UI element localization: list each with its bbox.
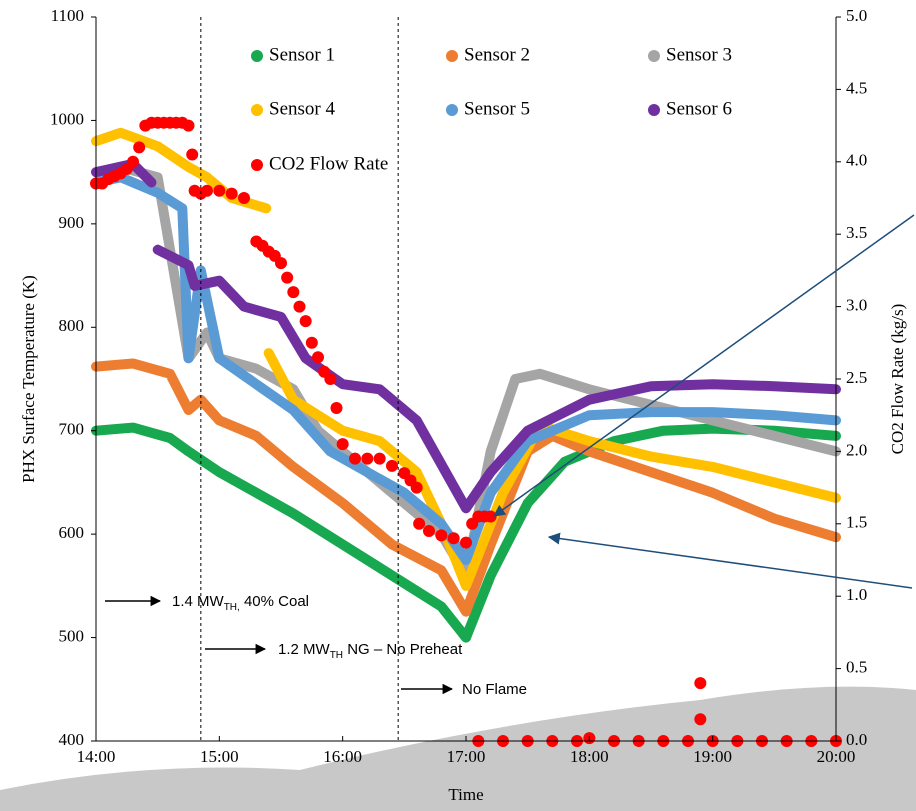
data-point [127,155,139,168]
legend-swatch [251,104,263,116]
x-tick-label: 17:00 [447,747,486,766]
y2-tick-label: 5.0 [846,6,867,25]
y-tick-label: 1000 [50,109,84,128]
data-point [275,257,287,270]
data-point [694,713,707,726]
data-point [201,184,213,197]
series-line [91,127,841,591]
x-tick-label: 19:00 [693,747,732,766]
y2-axis-label: CO2 Flow Rate (kg/s) [888,304,907,455]
data-point [373,452,386,465]
x-tick-label: 15:00 [200,747,239,766]
plot-area [90,116,842,747]
y-tick-label: 400 [59,730,85,749]
y-tick-label: 500 [59,626,85,645]
legend-swatch [446,104,458,116]
y2-tick-label: 3.0 [846,296,867,315]
y2-tick-label: 4.5 [846,78,867,97]
data-point [330,401,343,414]
y2-tick-label: 2.5 [846,368,867,387]
data-point [281,271,294,284]
y-axis-label: PHX Surface Temperature (K) [19,275,38,483]
legend-label: Sensor 6 [666,98,732,119]
data-point [361,452,374,465]
background-rock [0,686,916,811]
legend-swatch [251,159,263,171]
x-tick-label: 20:00 [817,747,856,766]
x-tick-label: 14:00 [77,747,116,766]
legend-swatch [446,50,458,62]
legend-label: Sensor 4 [269,98,335,119]
pointer-arrow [493,214,915,517]
y-tick-label: 800 [59,316,85,335]
data-point [435,529,448,542]
data-point [213,184,226,197]
data-point [447,532,460,545]
annotation: No Flame [462,681,527,698]
data-point [386,459,398,472]
y-tick-label: 1100 [51,6,84,25]
data-point [460,536,472,549]
legend-swatch [251,50,263,62]
data-point [336,438,349,451]
y2-tick-label: 0.5 [846,658,867,677]
annotation: 1.4 MWTH, 40% Coal [172,593,309,613]
pointer-arrow [547,532,913,589]
y2-tick-label: 3.5 [846,223,867,242]
legend-swatch [648,104,660,116]
y-tick-label: 700 [59,420,85,439]
y2-tick-label: 0.0 [846,730,867,749]
x-tick-label: 18:00 [570,747,609,766]
x-axis-label: Time [448,785,483,804]
data-point [410,481,423,494]
legend-label: Sensor 1 [269,44,335,65]
y2-tick-label: 4.0 [846,151,867,170]
annotation: 1.2 MWTH NG – No Preheat [278,641,463,661]
data-point [312,351,324,364]
data-point [484,510,497,523]
legend-swatch [648,50,660,62]
data-point [299,315,312,328]
data-point [305,336,318,349]
data-point [413,517,426,530]
y2-tick-label: 1.5 [846,513,867,532]
data-point [186,148,199,161]
data-point [238,192,250,204]
data-point [293,300,306,313]
data-point [324,373,337,385]
series-line [91,162,841,581]
series-line [91,422,841,643]
y-tick-label: 600 [59,523,85,542]
y2-tick-label: 2.0 [846,440,867,459]
y2-tick-label: 1.0 [846,585,867,604]
data-point [349,452,361,465]
data-point [423,525,435,538]
data-point [225,187,238,200]
data-point [287,286,300,299]
series-line [91,358,841,617]
data-point [133,141,146,154]
y-tick-label: 900 [59,213,85,232]
legend-label: CO2 Flow Rate [269,153,388,174]
data-point [694,677,707,690]
legend-label: Sensor 2 [464,44,530,65]
x-tick-label: 16:00 [323,747,362,766]
legend-label: Sensor 3 [666,44,732,65]
legend-label: Sensor 5 [464,98,530,119]
data-point [182,119,195,132]
